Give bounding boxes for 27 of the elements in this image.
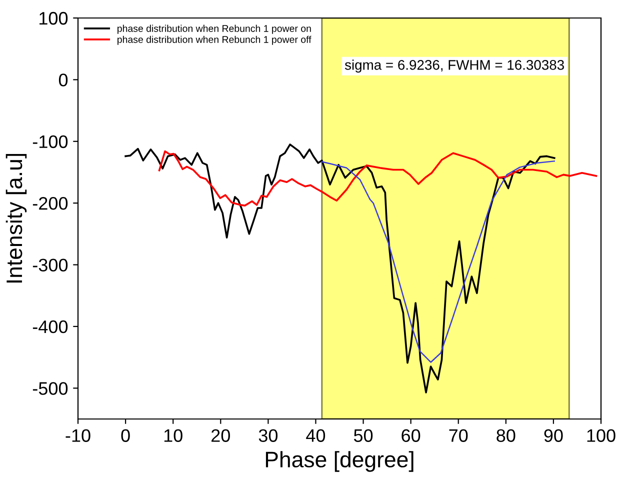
- x-tick-label: 80: [496, 429, 516, 442]
- y-tick-label: 0: [58, 74, 68, 86]
- legend-label: phase distribution when Rebunch 1 power on: [118, 24, 311, 34]
- y-tick-label: -500: [32, 382, 68, 395]
- x-tick-label: 10: [164, 429, 182, 442]
- y-tick-label: -100: [32, 135, 68, 148]
- x-tick-label: 40: [306, 429, 326, 442]
- x-tick-label: 60: [402, 429, 420, 442]
- x-tick-label: 20: [212, 429, 230, 442]
- y-tick-label: -300: [32, 258, 68, 272]
- x-tick-label: 100: [587, 429, 616, 442]
- x-tick-label: 30: [258, 429, 278, 442]
- x-tick-label: 50: [354, 429, 373, 442]
- legend-label: phase distribution when Rebunch 1 power off: [118, 36, 312, 45]
- annotation: sigma = 6.9236, FWHM = 16.30383: [344, 60, 564, 73]
- x-tick-label: 90: [544, 429, 563, 442]
- x-tick-label: -10: [66, 429, 90, 442]
- x-axis-title: Phase [degree]: [266, 451, 414, 472]
- line-series: [321, 160, 556, 363]
- line-series: [124, 144, 556, 394]
- y-tick-label: 100: [40, 12, 68, 25]
- x-tick-label: 70: [449, 429, 468, 442]
- x-tick-label: 0: [121, 429, 130, 442]
- y-tick-label: -400: [32, 320, 68, 334]
- y-axis-title: Intensity [a.u]: [6, 154, 27, 283]
- y-tick-label: -200: [32, 197, 68, 210]
- line-series: [158, 150, 598, 206]
